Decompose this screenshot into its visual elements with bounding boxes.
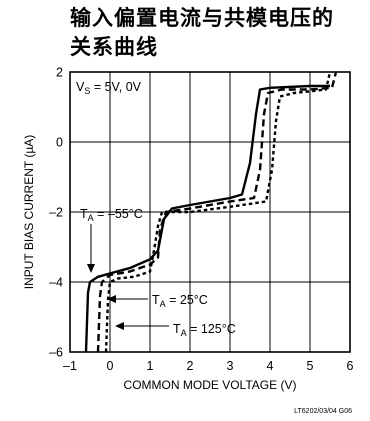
legend-label-minus55c: TA = –55°C — [80, 207, 143, 223]
legend-label-125c: TA = 125°C — [173, 322, 236, 338]
x-tick-label: 4 — [267, 359, 274, 373]
y-axis-label: INPUT BIAS CURRENT (µA) — [22, 135, 36, 290]
chart-title: 输入偏置电流与共模电压的 关系曲线 — [70, 4, 360, 62]
chart-title-line-2: 关系曲线 — [70, 35, 158, 59]
y-tick-label: 0 — [56, 136, 63, 150]
x-axis-label: COMMON MODE VOLTAGE (V) — [124, 378, 297, 392]
annotation-arrows — [87, 224, 169, 330]
arrow-minus55c-head — [87, 264, 95, 273]
x-tick-label: 1 — [147, 359, 154, 373]
legend-label-125c-sub: A — [181, 328, 187, 338]
vs-condition-sub: S — [84, 86, 90, 96]
legend-label-25c-lead: T — [152, 293, 160, 307]
arrow-125c-head — [115, 322, 124, 330]
curve-125c — [104, 72, 332, 352]
curves — [84, 72, 338, 352]
arrow-25c-head — [107, 295, 116, 303]
legend-label-25c: TA = 25°C — [152, 293, 208, 309]
x-tick-label: 5 — [307, 359, 314, 373]
y-tick-label: –6 — [49, 346, 63, 360]
curve-minus55c — [84, 84, 330, 352]
arrow-125c — [115, 322, 169, 330]
plot-frame — [69, 71, 351, 353]
figure-code: LT6202/03/04 G06 — [294, 408, 352, 415]
x-tick-label: 2 — [187, 359, 194, 373]
arrow-minus55c — [87, 224, 95, 273]
x-tick-label: 3 — [227, 359, 234, 373]
legend-label-25c-sub: A — [160, 299, 166, 309]
legend-label-minus55c-rest: = –55°C — [94, 207, 143, 221]
y-tick-label: 2 — [56, 66, 63, 80]
y-tick-label: –2 — [49, 206, 63, 220]
x-tick-label: 0 — [107, 359, 114, 373]
vs-condition-label: VS = 5V, 0V — [76, 80, 142, 96]
x-tick-label: –1 — [63, 359, 77, 373]
vs-condition-rest: = 5V, 0V — [90, 80, 141, 94]
y-tick-label: –4 — [49, 276, 63, 290]
legend-label-minus55c-sub: A — [88, 213, 94, 223]
legend-label-25c-rest: = 25°C — [166, 293, 208, 307]
legend-label-125c-rest: = 125°C — [187, 322, 236, 336]
legend-label-minus55c-lead: T — [80, 207, 88, 221]
x-tick-label: 6 — [347, 359, 354, 373]
x-tick-labels: –1 0 1 2 3 4 5 6 — [63, 359, 353, 373]
chart-title-line-1: 输入偏置电流与共模电压的 — [70, 6, 334, 30]
vs-condition-lead: V — [76, 80, 85, 94]
y-tick-labels: –6 –4 –2 0 2 — [49, 66, 63, 360]
curve-25c — [96, 72, 338, 352]
legend-label-125c-lead: T — [173, 322, 181, 336]
arrow-25c — [107, 295, 148, 303]
